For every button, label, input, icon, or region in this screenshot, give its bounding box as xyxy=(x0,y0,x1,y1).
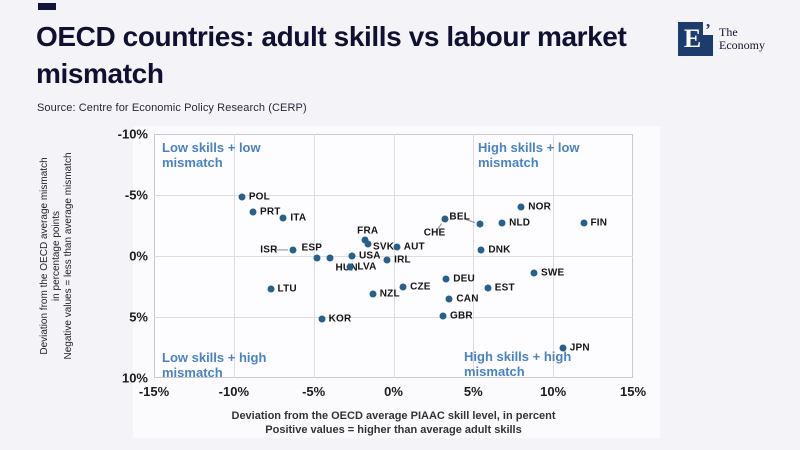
x-tick-label: 0% xyxy=(384,384,403,399)
data-point-NZL xyxy=(369,290,377,298)
quadrant-label-low-skills-low-mismatch: Low skills + low mismatch xyxy=(162,140,261,170)
point-label-LVA: LVA xyxy=(357,261,377,273)
point-label-LTU: LTU xyxy=(277,283,297,295)
point-label-USA: USA xyxy=(358,250,381,262)
point-label-DNK: DNK xyxy=(488,244,511,256)
data-point-POL xyxy=(238,193,246,201)
point-label-GBR: GBR xyxy=(449,310,473,322)
data-point-NOR xyxy=(517,203,525,211)
logo-mark: E ’ xyxy=(678,20,713,56)
y-tick-label: -5% xyxy=(124,187,148,203)
data-point-AUT xyxy=(393,243,401,251)
point-label-CAN: CAN xyxy=(456,293,479,305)
point-label-JPN: JPN xyxy=(569,342,590,353)
data-point-LVA xyxy=(346,263,354,271)
quadrant-label-high-skills-high-mismatch: High skills + high mismatch xyxy=(464,349,572,379)
point-label-KOR: KOR xyxy=(328,313,352,325)
point-label-ESP: ESP xyxy=(301,242,323,254)
logo-apostrophe-icon: ’ xyxy=(705,20,711,39)
data-point-ITA xyxy=(279,214,287,222)
y-axis-title-line1: Deviation from the OECD average mismatch xyxy=(39,157,50,355)
y-tick-label: 0% xyxy=(129,248,148,264)
point-label-SWE: SWE xyxy=(541,267,565,279)
data-point-HUN xyxy=(326,254,334,262)
point-label-EST: EST xyxy=(494,282,515,294)
data-point-USA xyxy=(348,252,356,260)
x-axis-title-line1: Deviation from the OECD average PIAAC sk… xyxy=(231,410,556,422)
data-point-CHE xyxy=(441,215,449,223)
page-title-line2: mismatch xyxy=(36,58,164,89)
x-tick-label: 15% xyxy=(619,384,647,399)
point-label-POL: POL xyxy=(248,191,270,203)
data-point-NLD xyxy=(498,219,506,227)
point-label-ITA: ITA xyxy=(290,212,307,224)
point-label-NLD: NLD xyxy=(509,217,531,229)
point-label-CZE: CZE xyxy=(410,281,431,292)
data-point-ESP xyxy=(313,254,321,262)
the-economy-logo: E ’ The Economy xyxy=(678,20,765,56)
data-point-DNK xyxy=(477,246,485,254)
horizontal-gridline xyxy=(154,256,633,257)
logo-wordmark: The Economy xyxy=(719,26,765,52)
horizontal-gridline xyxy=(154,317,633,318)
x-tick-label: -5% xyxy=(302,384,326,399)
data-point-JPN xyxy=(559,344,567,351)
point-label-DEU: DEU xyxy=(453,273,475,285)
x-tick-label: -15% xyxy=(138,384,170,399)
point-label-CHE: CHE xyxy=(423,227,446,239)
page-title-line1: OECD countries: adult skills vs labour m… xyxy=(36,21,627,52)
point-label-SVK: SVK xyxy=(372,241,395,253)
top-left-accent-bar xyxy=(38,3,56,10)
data-point-DEU xyxy=(442,275,450,283)
point-label-BEL: BEL xyxy=(449,211,471,223)
data-point-CAN xyxy=(445,295,453,303)
x-axis-title-line2: Positive values = higher than average ad… xyxy=(265,424,522,436)
point-label-FRA: FRA xyxy=(357,225,379,237)
data-point-KOR xyxy=(318,315,326,323)
y-axis-title: Deviation from the OECD average mismatch… xyxy=(39,131,77,381)
point-label-NZL: NZL xyxy=(379,288,400,300)
data-point-CZE xyxy=(399,283,407,290)
x-tick-label: 5% xyxy=(463,384,483,399)
quadrant-label-high-skills-low-mismatch: High skills + low mismatch xyxy=(478,140,580,170)
data-point-SVK xyxy=(364,240,372,248)
x-tick-label: 10% xyxy=(540,384,567,399)
data-point-BEL xyxy=(476,220,484,228)
x-tick-label: -10% xyxy=(218,384,250,399)
point-label-FIN: FIN xyxy=(590,217,608,229)
data-point-SWE xyxy=(530,269,538,277)
data-point-PRT xyxy=(249,208,257,216)
y-tick-label: 10% xyxy=(121,370,148,386)
data-point-IRL xyxy=(383,256,391,264)
quadrant-label-low-skills-high-mismatch: Low skills + high mismatch xyxy=(162,350,267,380)
data-point-GBR xyxy=(439,312,447,320)
y-axis-title-line2: in percentage points xyxy=(51,210,62,302)
logo-notch: ’ xyxy=(703,20,713,39)
y-tick-label: 5% xyxy=(129,309,148,325)
point-label-NOR: NOR xyxy=(528,201,552,213)
data-point-FIN xyxy=(580,219,587,227)
data-point-ISR xyxy=(289,246,297,254)
point-label-PRT: PRT xyxy=(259,206,281,218)
horizontal-gridline xyxy=(154,195,633,196)
logo-wordmark-line1: The xyxy=(719,25,738,39)
source-caption: Source: Centre for Economic Policy Resea… xyxy=(37,102,307,114)
point-label-ISR: ISR xyxy=(260,244,278,256)
data-point-EST xyxy=(484,284,492,292)
logo-wordmark-line2: Economy xyxy=(719,38,765,52)
y-tick-label: -10% xyxy=(117,126,148,142)
data-point-LTU xyxy=(267,285,275,293)
logo-letter: E xyxy=(683,24,702,53)
point-label-IRL: IRL xyxy=(394,254,411,266)
point-label-AUT: AUT xyxy=(403,241,425,253)
data-point-FRA xyxy=(361,236,369,244)
y-axis-title-line3: Negative values = less than average mism… xyxy=(63,152,74,360)
page-title: OECD countries: adult skills vs labour m… xyxy=(36,18,666,92)
point-label-HUN: HUN xyxy=(335,263,357,274)
